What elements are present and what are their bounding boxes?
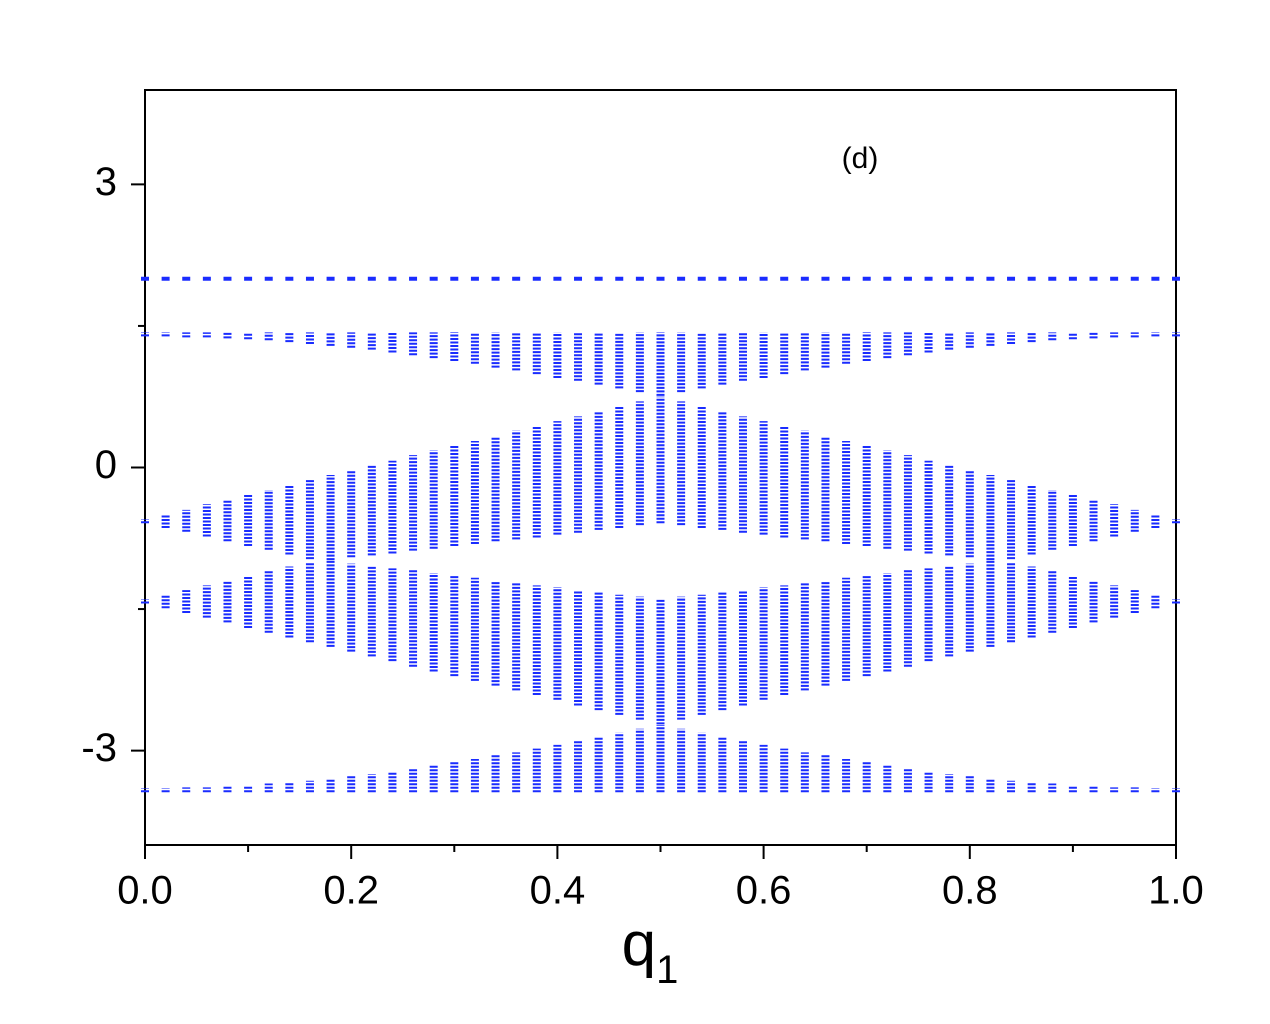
x-axis-label-base: q — [622, 910, 656, 979]
x-tick-label: 1.0 — [1148, 869, 1204, 913]
y-tick-label: 0 — [95, 443, 117, 487]
x-tick-label: 0.2 — [323, 869, 379, 913]
x-tick-label: 0.6 — [736, 869, 792, 913]
x-tick-label: 0.4 — [530, 869, 586, 913]
y-tick-label: -3 — [81, 726, 117, 770]
x-axis-label: q1 — [622, 910, 679, 992]
x-axis-label-sub: 1 — [656, 948, 678, 992]
y-tick-label: 3 — [95, 160, 117, 204]
x-tick-label: 0.0 — [117, 869, 173, 913]
x-tick-label: 0.8 — [942, 869, 998, 913]
annotation: (d) — [842, 142, 879, 175]
